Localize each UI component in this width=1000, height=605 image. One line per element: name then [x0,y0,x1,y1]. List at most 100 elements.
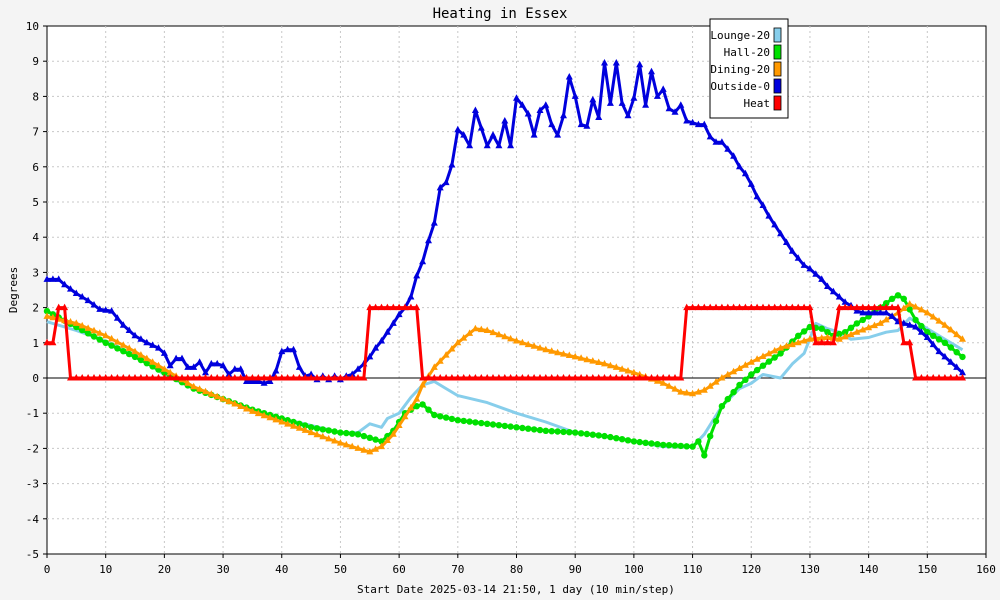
heat-point [160,374,168,381]
outside-0-point [771,220,779,228]
heat-point [565,374,573,381]
heat-point [700,303,708,311]
heat-point [536,374,544,381]
hall-20-point [660,441,667,449]
outside-0-point [143,338,151,346]
dining-20-point [759,352,767,359]
hall-20-point [84,330,92,337]
heat-point [624,374,632,381]
dining-20-point [929,313,937,320]
outside-0-point [272,367,280,374]
heat-point [489,374,497,381]
heat-point [196,374,204,381]
outside-0-point [583,122,591,129]
dining-20-point [783,342,790,349]
heat-point [125,374,133,381]
legend: Lounge-20 Hall-20 Dining-20 Outside-0 Heat [709,18,789,119]
heat-point [577,374,585,381]
hall-20-point [900,295,907,302]
y-tick-label: -5 [26,548,39,561]
hall-20-point [654,441,661,448]
heat-point [43,338,51,346]
dining-20-point [78,321,86,329]
dining-20-point [137,351,145,358]
hall-20-point [131,353,139,361]
dining-20-point [466,329,474,336]
outside-0-point [876,308,884,316]
hall-20-point [630,438,638,445]
outside-0-point [213,359,221,367]
dining-20-point [483,326,491,333]
dining-20-point [413,395,421,402]
hall-20-point [636,438,643,446]
dining-20-point [336,439,344,446]
hall-20-point [319,426,326,433]
legend-label-outside-0: Outside-0 [710,80,770,93]
hall-20-point [847,324,855,331]
heat-point [917,374,925,381]
hall-20-point [953,349,960,356]
gridlines [47,26,986,554]
hall-20-point [894,292,902,299]
outside-0-point [671,108,679,115]
x-tick-label: 160 [976,563,996,576]
heat-point [630,374,638,381]
heat-point [712,303,720,311]
hall-20-point [507,423,514,430]
outside-0-point [824,282,831,289]
hall-20-point [759,362,767,369]
dining-20-point [295,424,303,431]
heat-point [178,374,186,381]
hall-20-point [137,356,145,364]
legend-label-dining-20: Dining-20 [710,63,770,76]
dining-20-point [342,440,350,448]
heat-point [694,303,702,311]
outside-0-point [536,106,544,113]
dining-20-point [959,335,966,342]
hall-20-point [442,414,450,421]
hall-20-point [354,431,362,438]
outside-0-point [788,247,796,254]
x-tick-label: 10 [99,563,112,576]
hall-20-point [607,433,614,441]
outside-0-point [383,328,391,335]
hall-20-point [302,422,309,429]
outside-0-point [953,363,961,370]
hall-20-point [583,430,591,438]
heat-line [47,306,963,380]
heat-point [266,374,274,381]
outside-0-point [290,345,297,353]
hall-20-point [290,418,297,426]
heat-point [847,303,855,311]
x-tick-label: 150 [917,563,937,576]
dining-20-point [524,340,532,348]
outside-0-point [917,328,925,335]
hall-20-point [712,417,720,425]
dining-20-point [736,364,743,371]
heat-point [84,374,92,381]
y-tick-label: 0 [32,372,39,385]
dining-20-point [72,319,80,326]
dining-20-point [917,305,925,313]
hall-20-point [548,428,555,435]
hall-20-point [795,332,802,339]
outside-0-point [959,368,966,376]
dining-20-point [935,317,943,324]
heat-point [237,374,245,381]
outside-0-point [912,323,920,330]
y-tick-label: -1 [26,407,39,420]
heat-point [765,303,773,311]
heat-point [254,374,262,381]
outside-0-point [43,275,51,282]
dining-20-point [113,338,121,345]
chart-title: Heating in Essex [433,6,568,22]
dining-20-point [671,385,679,392]
outside-0-point [354,365,362,372]
y-tick-label: 9 [32,55,39,68]
y-tick-label: 6 [32,161,39,174]
y-tick-label: 4 [32,231,39,244]
hall-20-point [736,381,743,389]
hall-20-point [472,419,479,426]
outside-0-point [806,264,814,272]
outside-0-point [207,359,215,367]
